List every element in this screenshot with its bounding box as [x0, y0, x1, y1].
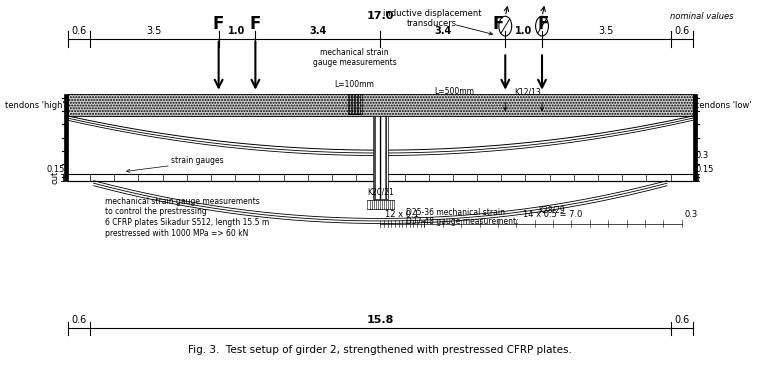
Text: inductive displacement
transducers: inductive displacement transducers	[382, 8, 481, 28]
Text: 0.3: 0.3	[684, 210, 698, 219]
Text: F: F	[537, 15, 549, 33]
Text: D25-36 mechanical strain: D25-36 mechanical strain	[406, 208, 505, 217]
Text: 17.0: 17.0	[366, 11, 394, 22]
Text: 0.15: 0.15	[46, 165, 65, 174]
Text: F: F	[213, 15, 224, 33]
Text: 14 x 0.5 = 7.0: 14 x 0.5 = 7.0	[524, 210, 583, 219]
Text: tendons 'high': tendons 'high'	[5, 101, 65, 110]
Text: D37-48 gauge measurement:: D37-48 gauge measurement:	[406, 217, 518, 226]
Bar	[68, 95, 692, 116]
Text: 0.6: 0.6	[674, 315, 689, 325]
Text: mechanical strain gauge measurements
to control the prestressing: mechanical strain gauge measurements to …	[105, 197, 259, 216]
Text: 0.6: 0.6	[71, 26, 87, 36]
Text: strain gauges: strain gauges	[171, 155, 223, 165]
Bar	[692, 95, 697, 181]
Text: 3.5: 3.5	[599, 26, 614, 36]
Text: tendons 'low': tendons 'low'	[695, 101, 751, 110]
Text: K12/13: K12/13	[514, 87, 540, 96]
Text: 3.4: 3.4	[434, 26, 451, 36]
Text: 1.0: 1.0	[515, 26, 532, 36]
Bar	[373, 116, 388, 199]
Text: K20/21: K20/21	[367, 188, 394, 197]
Text: 0.15: 0.15	[695, 165, 714, 174]
Text: L=500mm: L=500mm	[434, 87, 473, 96]
Text: 0.3: 0.3	[695, 151, 709, 160]
Text: 3.5: 3.5	[147, 26, 162, 36]
Text: 12 x 0.1: 12 x 0.1	[385, 210, 420, 219]
Text: cut: cut	[51, 170, 59, 184]
Text: F: F	[250, 15, 261, 33]
Text: 6 CFRP plates Sikadur S512, length 15.5 m
prestressed with 1000 MPa => 60 kN: 6 CFRP plates Sikadur S512, length 15.5 …	[105, 218, 269, 238]
Text: nominal values: nominal values	[670, 12, 733, 22]
Text: 15.8: 15.8	[366, 315, 394, 325]
Text: 0.6: 0.6	[71, 315, 87, 325]
Text: mechanical strain
gauge measurements: mechanical strain gauge measurements	[312, 48, 397, 68]
Text: 3.4: 3.4	[309, 26, 327, 36]
Text: 1.0: 1.0	[229, 26, 245, 36]
Bar	[64, 95, 68, 181]
Text: K28/29: K28/29	[538, 205, 565, 214]
Text: 0.6: 0.6	[674, 26, 689, 36]
Text: F: F	[493, 15, 505, 33]
Text: Fig. 3.  Test setup of girder 2, strengthened with prestressed CFRP plates.: Fig. 3. Test setup of girder 2, strength…	[188, 345, 572, 355]
Text: L=100mm: L=100mm	[334, 80, 375, 89]
